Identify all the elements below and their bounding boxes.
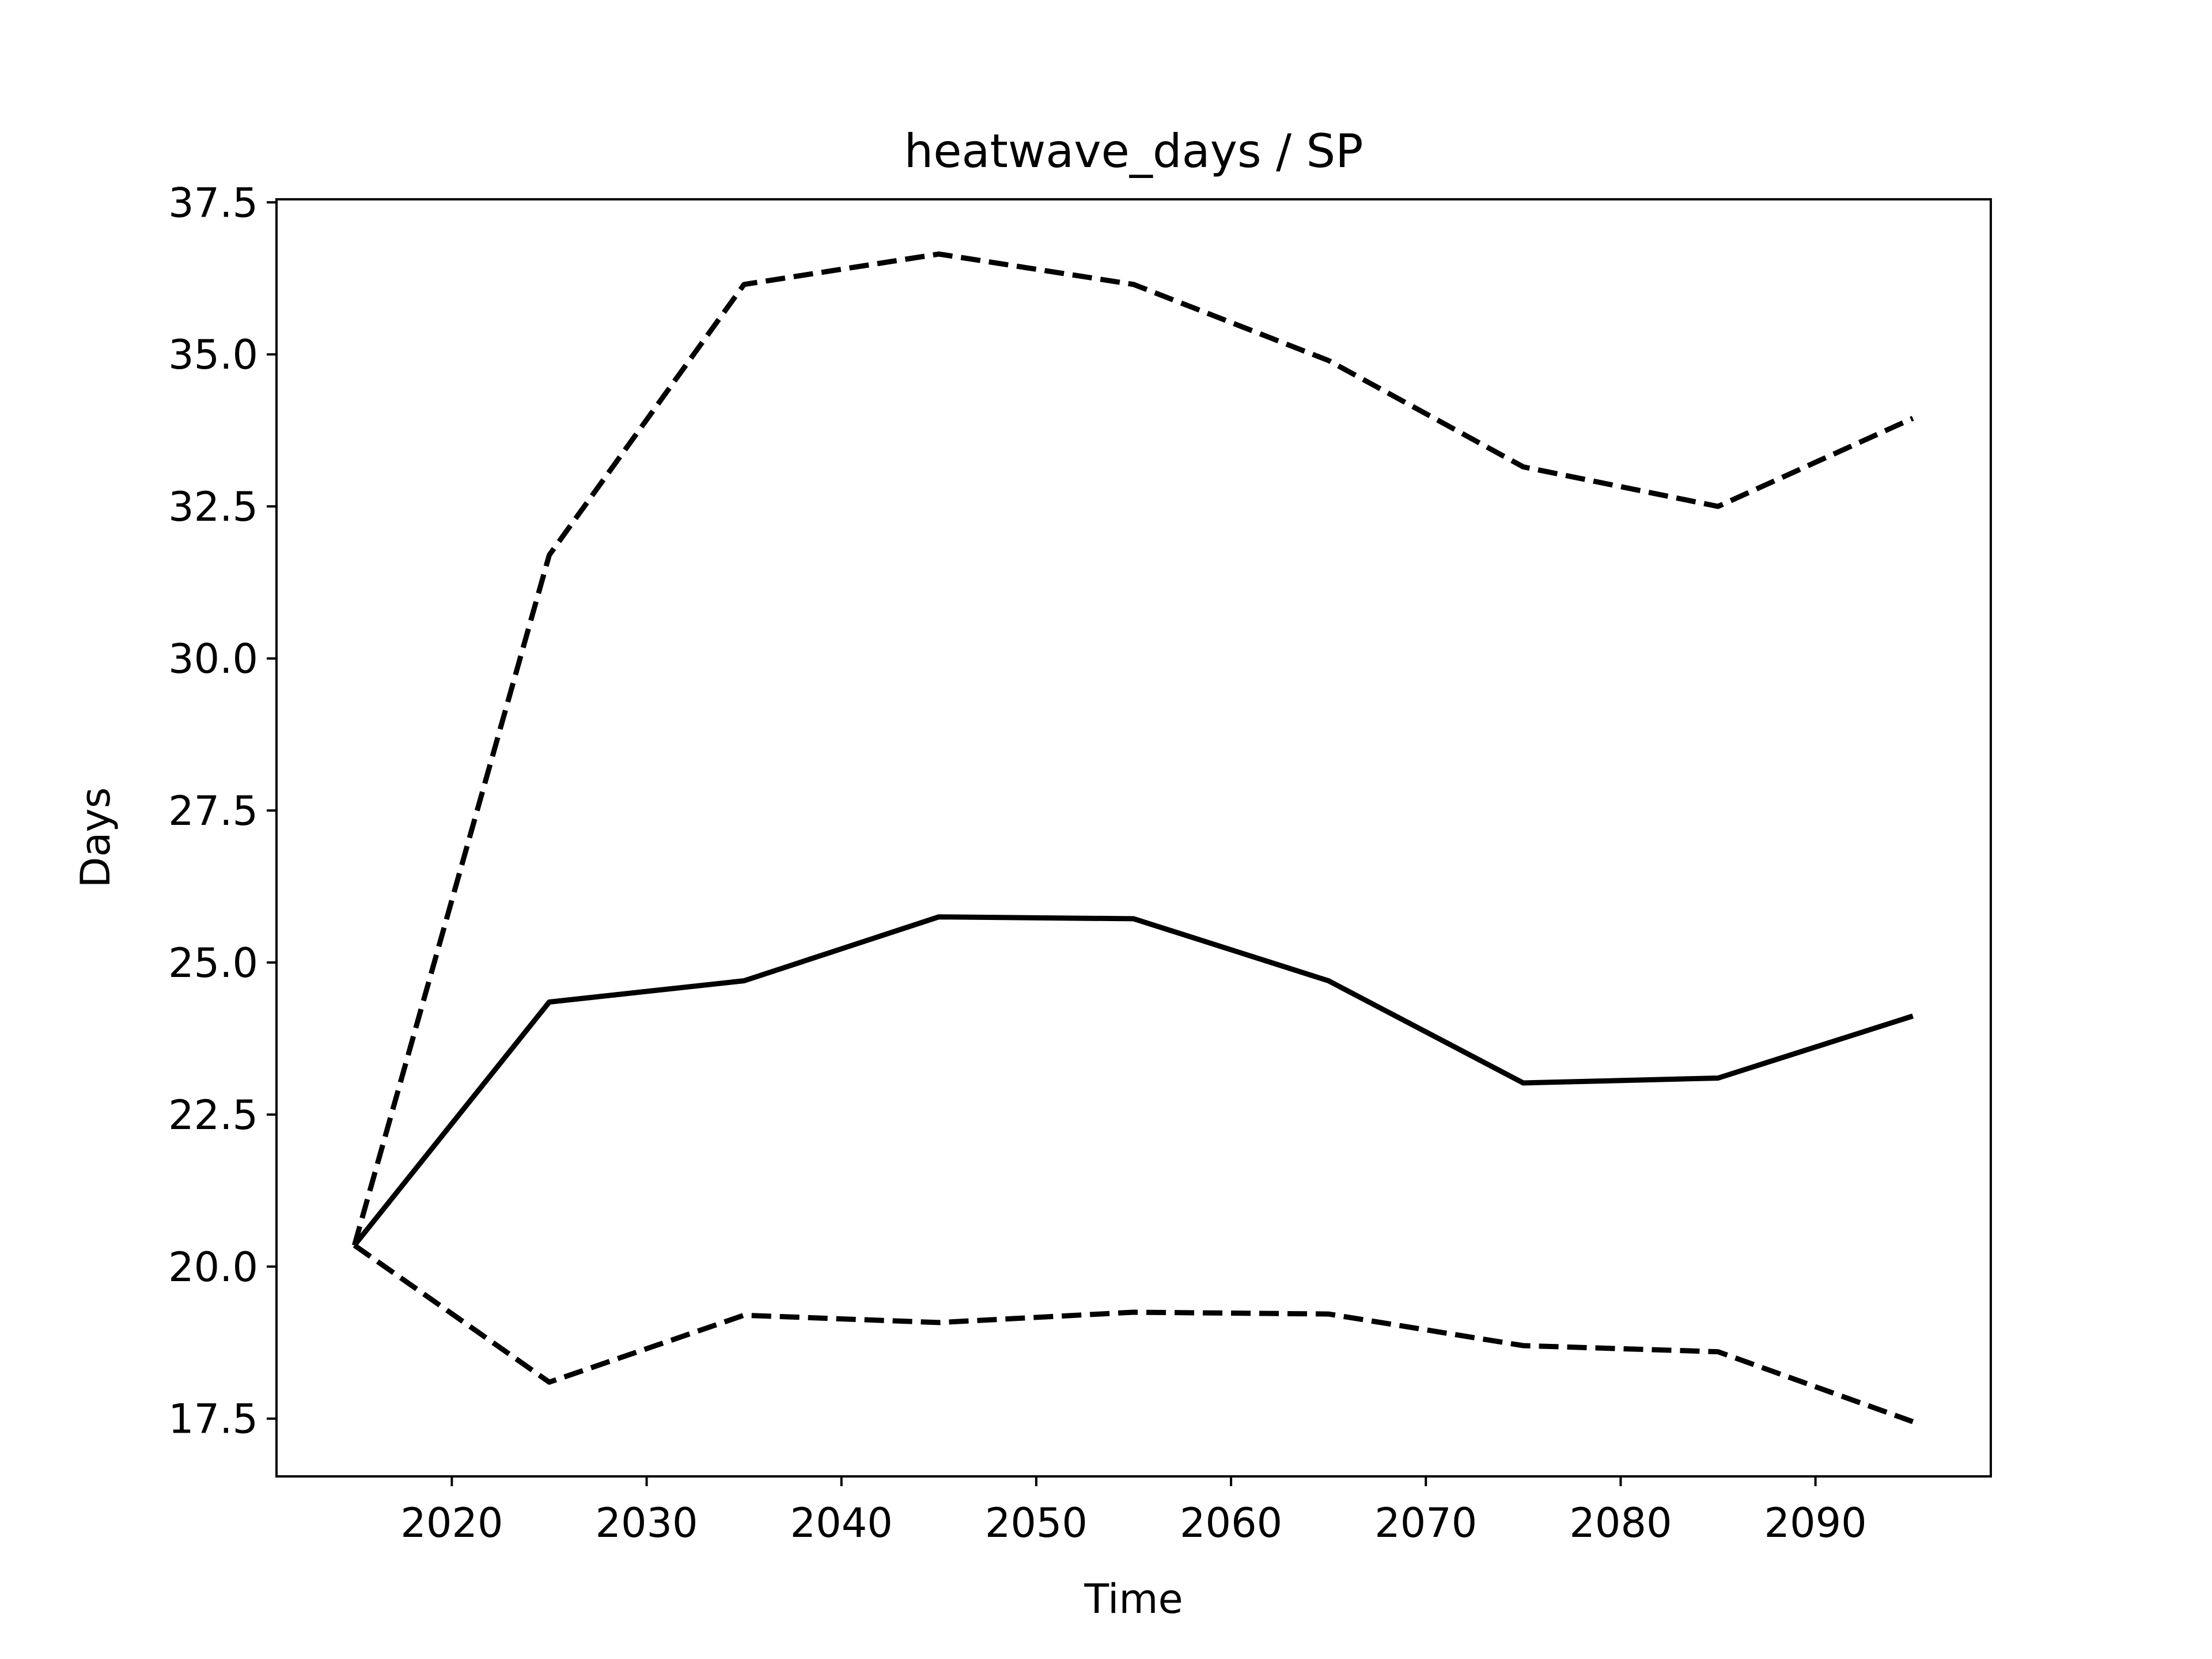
y-tick-label: 37.5 [168,179,258,226]
series-layer [351,251,1914,1425]
x-tick-label: 2060 [1180,1499,1282,1547]
y-axis-label: Days [72,787,119,888]
y-tick-label: 32.5 [168,483,258,531]
y-tick-label: 17.5 [168,1396,258,1443]
series-line-1-dashed [351,251,1914,1247]
y-tick-label: 27.5 [168,787,258,835]
chart-title: heatwave_days / SP [904,124,1363,178]
plot-frame [275,198,1992,1478]
y-tick-label: 35.0 [168,331,258,378]
series-line-3-dashed [353,1243,1914,1425]
x-tick-label: 2080 [1569,1499,1672,1547]
y-tick-label: 25.0 [168,940,258,987]
y-tick-label: 20.0 [168,1244,258,1291]
x-tick-label: 2070 [1374,1499,1477,1547]
y-tick-label: 22.5 [168,1092,258,1139]
x-axis-label: Time [1084,1575,1183,1623]
x-tick-label: 2030 [595,1499,698,1547]
y-tick-label: 30.0 [168,635,258,683]
x-tick-label: 2020 [400,1499,503,1547]
x-tick-label: 2090 [1764,1499,1867,1547]
y-axis: 17.5 20.0 22.5 25.0 27.5 30.0 32.5 35.0 37.5 [168,179,276,1443]
x-tick-label: 2040 [790,1499,893,1547]
series-line-2-solid [352,914,1914,1247]
x-tick-label: 2050 [985,1499,1088,1547]
x-axis: 2020 2030 2040 2050 2060 2070 2080 2090 [400,1476,1867,1547]
